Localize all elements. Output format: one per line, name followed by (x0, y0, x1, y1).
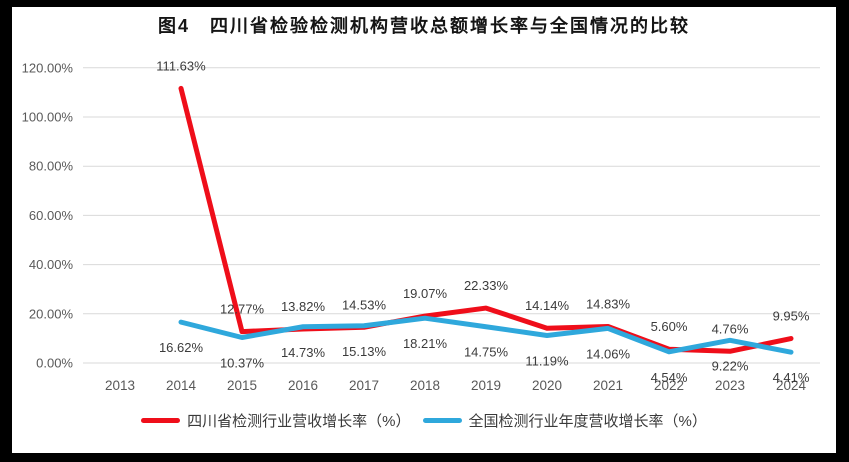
chart-canvas: 图4 四川省检验检测机构营收总额增长率与全国情况的比较 120.00% 100.0… (12, 7, 836, 453)
svg-text:40.00%: 40.00% (29, 257, 74, 272)
svg-text:2016: 2016 (288, 378, 318, 393)
legend-label-national: 全国检测行业年度营收增长率（%） (468, 413, 707, 430)
legend-label-sichuan: 四川省检测行业营收增长率（%） (187, 413, 411, 430)
svg-text:20.00%: 20.00% (29, 306, 74, 321)
red-line-swatch-icon (141, 418, 181, 423)
svg-text:4.41%: 4.41% (773, 370, 810, 385)
svg-text:2014: 2014 (166, 378, 197, 393)
svg-text:11.19%: 11.19% (525, 353, 569, 368)
chart-legend: 四川省检测行业营收增长率（%） 全国检测行业年度营收增长率（%） (12, 410, 836, 431)
svg-text:100.00%: 100.00% (22, 110, 74, 125)
svg-text:2013: 2013 (105, 378, 135, 393)
svg-text:22.33%: 22.33% (464, 278, 509, 293)
legend-item-national: 全国检测行业年度营收增长率（%） (422, 410, 707, 431)
svg-text:9.95%: 9.95% (773, 309, 810, 324)
svg-text:4.76%: 4.76% (712, 321, 749, 336)
svg-text:2021: 2021 (593, 378, 623, 393)
blue-line-swatch-icon (422, 418, 462, 423)
svg-text:2020: 2020 (532, 378, 562, 393)
svg-text:80.00%: 80.00% (29, 159, 74, 174)
svg-text:4.54%: 4.54% (651, 370, 688, 385)
chart-title: 图4 四川省检验检测机构营收总额增长率与全国情况的比较 (157, 16, 690, 36)
svg-text:60.00%: 60.00% (29, 208, 74, 223)
svg-text:12.77%: 12.77% (220, 302, 265, 317)
svg-text:2022: 2022 (654, 378, 684, 393)
svg-text:9.22%: 9.22% (712, 358, 749, 373)
svg-text:2018: 2018 (410, 378, 440, 393)
svg-text:5.60%: 5.60% (651, 319, 688, 334)
svg-text:2017: 2017 (349, 378, 379, 393)
svg-text:10.37%: 10.37% (220, 355, 265, 370)
legend-item-sichuan: 四川省检测行业营收增长率（%） (141, 410, 411, 431)
svg-text:18.21%: 18.21% (403, 336, 448, 351)
svg-text:2015: 2015 (227, 378, 257, 393)
svg-text:111.63%: 111.63% (156, 58, 206, 73)
svg-text:14.75%: 14.75% (464, 345, 509, 360)
svg-text:13.82%: 13.82% (281, 299, 326, 314)
svg-text:2023: 2023 (715, 378, 745, 393)
line-chart-plot: 120.00% 100.00% 80.00% 60.00% 40.00% 20.00% 0.… (22, 58, 820, 393)
svg-text:120.00%: 120.00% (22, 60, 74, 75)
svg-text:19.07%: 19.07% (403, 286, 448, 301)
svg-text:0.00%: 0.00% (36, 356, 73, 371)
svg-text:14.06%: 14.06% (586, 346, 631, 361)
svg-text:16.62%: 16.62% (159, 340, 204, 355)
svg-text:14.14%: 14.14% (525, 298, 570, 313)
svg-text:14.53%: 14.53% (342, 297, 387, 312)
svg-text:15.13%: 15.13% (342, 344, 387, 359)
svg-text:14.83%: 14.83% (586, 297, 631, 312)
svg-text:14.73%: 14.73% (281, 345, 326, 360)
svg-text:2024: 2024 (776, 378, 807, 393)
svg-text:2019: 2019 (471, 378, 501, 393)
